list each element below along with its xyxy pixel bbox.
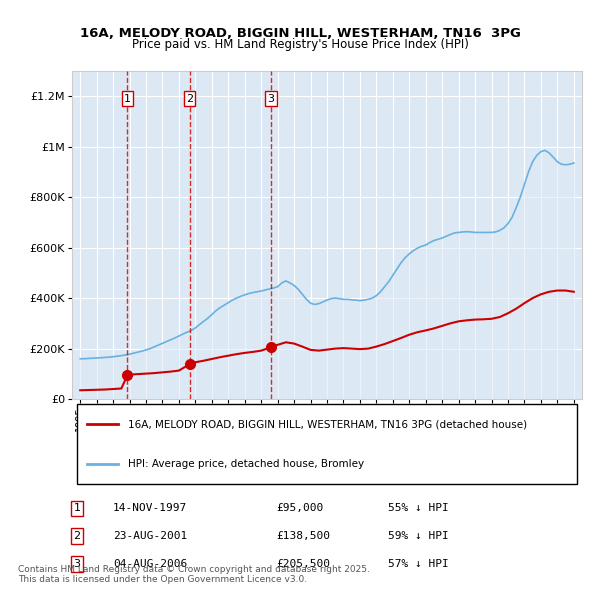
Text: 3: 3	[268, 94, 275, 104]
Text: £95,000: £95,000	[276, 503, 323, 513]
Text: 3: 3	[74, 559, 80, 569]
Text: 23-AUG-2001: 23-AUG-2001	[113, 531, 187, 541]
Text: 16A, MELODY ROAD, BIGGIN HILL, WESTERHAM, TN16 3PG (detached house): 16A, MELODY ROAD, BIGGIN HILL, WESTERHAM…	[128, 419, 527, 429]
Text: £138,500: £138,500	[276, 531, 330, 541]
Text: 59% ↓ HPI: 59% ↓ HPI	[388, 531, 449, 541]
FancyBboxPatch shape	[77, 404, 577, 484]
Text: 14-NOV-1997: 14-NOV-1997	[113, 503, 187, 513]
Text: 2: 2	[186, 94, 193, 104]
Text: Price paid vs. HM Land Registry's House Price Index (HPI): Price paid vs. HM Land Registry's House …	[131, 38, 469, 51]
Text: 1: 1	[74, 503, 80, 513]
Text: 55% ↓ HPI: 55% ↓ HPI	[388, 503, 449, 513]
Text: HPI: Average price, detached house, Bromley: HPI: Average price, detached house, Brom…	[128, 458, 364, 468]
Text: 04-AUG-2006: 04-AUG-2006	[113, 559, 187, 569]
Text: 16A, MELODY ROAD, BIGGIN HILL, WESTERHAM, TN16  3PG: 16A, MELODY ROAD, BIGGIN HILL, WESTERHAM…	[80, 27, 520, 40]
Text: Contains HM Land Registry data © Crown copyright and database right 2025.
This d: Contains HM Land Registry data © Crown c…	[18, 565, 370, 584]
Text: £205,500: £205,500	[276, 559, 330, 569]
Text: 2: 2	[74, 531, 80, 541]
Text: 57% ↓ HPI: 57% ↓ HPI	[388, 559, 449, 569]
Text: 1: 1	[124, 94, 131, 104]
